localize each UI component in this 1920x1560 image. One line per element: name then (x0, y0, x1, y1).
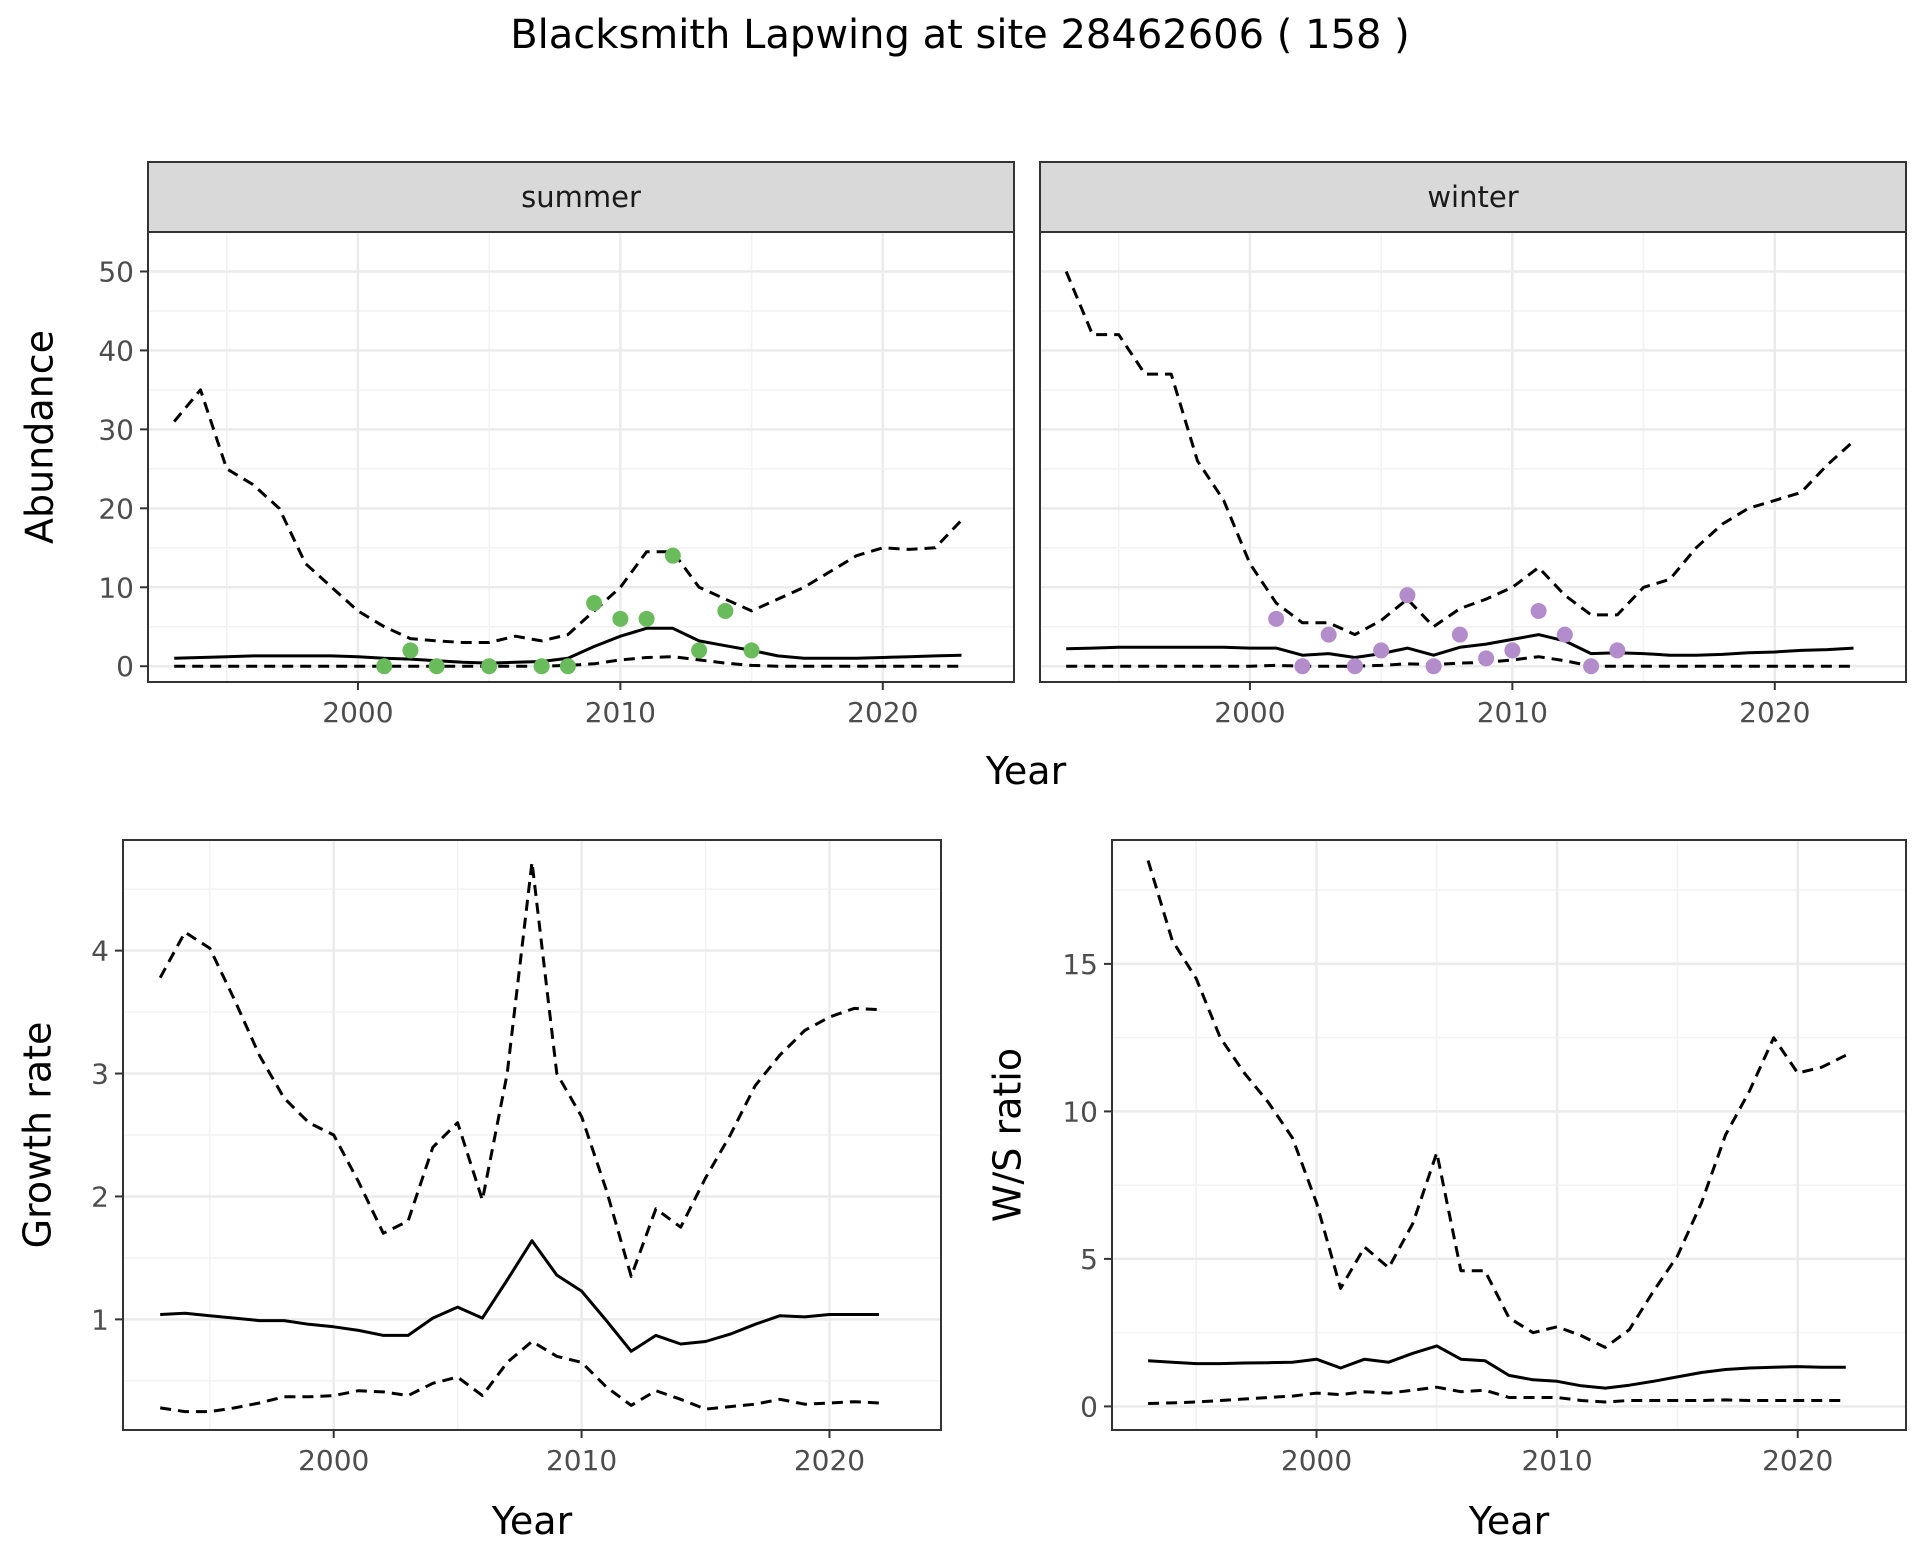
y-axis-title: Growth rate (16, 1022, 60, 1249)
data-point (402, 642, 419, 659)
data-point (533, 658, 550, 675)
data-point (376, 658, 393, 675)
data-point (1346, 658, 1363, 675)
data-point (743, 642, 760, 659)
growth-rate-panel: 2000 2010 2020 1 2 3 4 Growth rate Year (16, 839, 942, 1543)
panel-border (122, 839, 942, 1431)
data-point (1478, 650, 1495, 667)
y-tick-label: 15 (1062, 948, 1098, 981)
series-line-upper-bound (173, 388, 963, 644)
data-point (1268, 610, 1285, 627)
data-point (1320, 626, 1337, 643)
y-tick-label: 10 (1062, 1095, 1098, 1128)
y-tick-label: 30 (98, 413, 134, 446)
series-line-upper-bound (1146, 860, 1847, 1349)
winter-panel: winter 2000 2010 2020 (1039, 161, 1907, 729)
facet-strip (147, 161, 1015, 233)
x-tick-label: 2020 (1739, 696, 1810, 729)
data-point (1530, 602, 1547, 619)
y-tick-label: 2 (91, 1180, 109, 1213)
data-point (1294, 658, 1311, 675)
x-tick-label: 2010 (1477, 696, 1548, 729)
top-x-axis-title: Year (985, 749, 1067, 793)
data-point (1583, 658, 1600, 675)
series-line-upper-bound (1064, 270, 1855, 637)
series-line-lower-bound (1148, 1385, 1846, 1405)
grid (123, 840, 941, 1430)
summer-panel: summer 2000 2010 2020 0 10 20 30 40 50 Abundance (18, 161, 1015, 729)
y-tick-label: 0 (116, 650, 134, 683)
data-point (638, 610, 655, 627)
x-tick-label: 2000 (298, 1444, 369, 1477)
x-tick-label: 2020 (1762, 1444, 1833, 1477)
series-line-lower-bound (1066, 655, 1854, 668)
series-line-lower-bound (174, 655, 962, 668)
grid (1040, 232, 1906, 682)
data-point (612, 610, 629, 627)
data-point (664, 547, 681, 564)
data-point (691, 642, 708, 659)
x-tick-label: 2020 (794, 1444, 865, 1477)
x-tick-label: 2000 (1214, 696, 1285, 729)
y-tick-label: 3 (91, 1058, 109, 1091)
data-point (717, 602, 734, 619)
series-line-upper-bound (158, 860, 880, 1278)
plot-background (1112, 840, 1906, 1430)
y-tick-label: 5 (1080, 1243, 1098, 1276)
x-tick-label: 2000 (1281, 1444, 1352, 1477)
grid (1112, 840, 1906, 1430)
data-point (559, 658, 576, 675)
x-tick-label: 2010 (546, 1444, 617, 1477)
x-axis-title: Year (1468, 1499, 1550, 1543)
series-line-median (1148, 1344, 1846, 1390)
figure-title: Blacksmith Lapwing at site 28462606 ( 15… (510, 12, 1410, 58)
data-point (1556, 626, 1573, 643)
data-point (1451, 626, 1468, 643)
facet-strip (1039, 161, 1907, 233)
data-point (586, 595, 603, 612)
facet-strip-label: summer (521, 180, 641, 214)
x-tick-label: 2020 (847, 696, 918, 729)
data-point (1373, 642, 1390, 659)
x-tick-label: 2000 (322, 696, 393, 729)
data-point (428, 658, 445, 675)
series-line-median (1066, 633, 1854, 659)
y-tick-label: 50 (98, 255, 134, 288)
y-axis-title: W/S ratio (986, 1048, 1030, 1222)
series-line-median (160, 1239, 879, 1353)
x-tick-label: 2010 (585, 696, 656, 729)
data-point (1504, 642, 1521, 659)
data-point (481, 658, 498, 675)
ws-ratio-panel: 2000 2010 2020 0 5 10 15 W/S ratio Year (986, 839, 1907, 1543)
y-tick-label: 0 (1080, 1390, 1098, 1423)
y-tick-label: 10 (98, 571, 134, 604)
x-tick-label: 2010 (1521, 1444, 1592, 1477)
data-point (1609, 642, 1626, 659)
y-tick-label: 20 (98, 492, 134, 525)
y-tick-label: 4 (91, 935, 109, 968)
plot-background (148, 232, 1014, 682)
plot-background (1040, 232, 1906, 682)
y-tick-label: 40 (98, 334, 134, 367)
facet-strip-label: winter (1427, 180, 1518, 214)
data-point (1399, 587, 1416, 604)
data-point (1425, 658, 1442, 675)
x-axis-title: Year (491, 1499, 573, 1543)
y-axis-title: Abundance (18, 330, 62, 544)
y-tick-label: 1 (91, 1303, 109, 1336)
panel-border (1111, 839, 1907, 1431)
